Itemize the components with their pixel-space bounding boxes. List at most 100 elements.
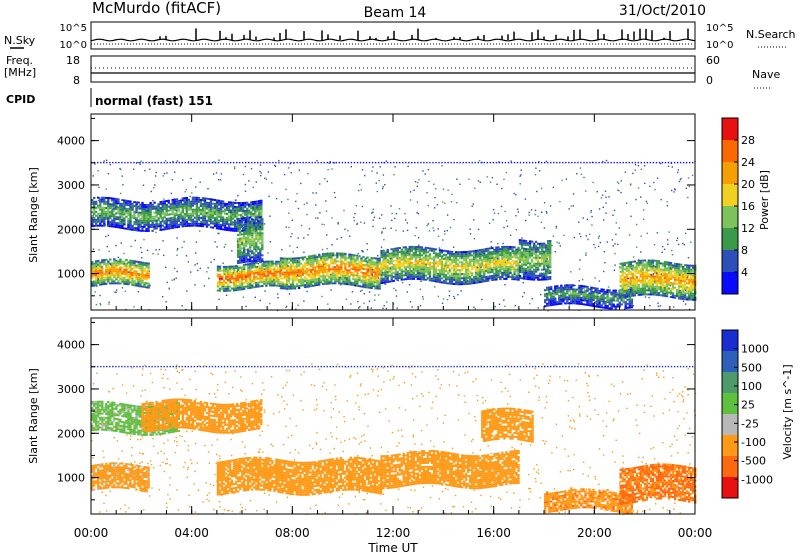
echo-cell [503, 257, 506, 260]
echo-cell [631, 290, 634, 293]
echo-cell [602, 306, 605, 309]
echo-cell [524, 273, 528, 276]
echo-cell [499, 276, 502, 279]
echo-cell [688, 268, 691, 271]
echo-cell [530, 264, 534, 267]
echo-cell [384, 279, 387, 282]
echo-cell [633, 286, 636, 289]
echo-cell [167, 219, 170, 222]
echo-cell [456, 255, 460, 258]
echo-cell [163, 226, 166, 229]
echo-cell [485, 280, 488, 282]
echo-cell [187, 216, 190, 219]
echo-cell [246, 209, 249, 212]
echo-cell [143, 219, 146, 222]
echo-cell [685, 298, 689, 301]
echo-cell [410, 261, 413, 264]
echo-cell [145, 266, 148, 269]
echo-cell [673, 282, 677, 285]
echo-cell [133, 217, 136, 220]
echo-cell [115, 204, 118, 207]
beam-title: Beam 14 [364, 5, 427, 21]
echo-cell [226, 271, 230, 274]
echo-cell [99, 224, 102, 227]
echo-cell [245, 271, 248, 274]
echo-cell [177, 201, 180, 204]
echo-cell [159, 220, 162, 223]
echo-cell [320, 281, 323, 284]
echo-cell [384, 277, 387, 280]
echo-cell [326, 254, 329, 257]
echo-cell [499, 264, 502, 267]
echo-cell [524, 253, 528, 256]
echo-cell [396, 261, 399, 264]
echo-cell [93, 210, 96, 213]
echo-cell [261, 234, 264, 237]
echo-cell [238, 202, 241, 204]
echo-cell [608, 301, 611, 304]
echo-cell [665, 287, 669, 290]
echo-cell [342, 278, 345, 281]
echo-cell [281, 277, 285, 280]
echo-cell [566, 298, 569, 301]
echo-cell [550, 288, 553, 291]
echo-cell [628, 296, 631, 299]
echo-cell [627, 293, 630, 296]
echo-cell [255, 275, 258, 278]
echo-cell [354, 284, 357, 287]
echo-cell [637, 277, 640, 280]
echo-cell [123, 219, 126, 222]
echo-cell [545, 256, 548, 259]
echo-cell [679, 265, 683, 268]
echo-cell [249, 226, 252, 229]
echo-cell [677, 291, 681, 294]
echo-cell [592, 287, 595, 289]
echo-cell [554, 285, 557, 288]
echo-cell [165, 220, 168, 222]
echo-cell [201, 215, 205, 218]
echo-cell [497, 248, 500, 251]
echo-cell [458, 279, 462, 282]
echo-cell [253, 240, 256, 243]
echo-cell [129, 271, 132, 274]
echo-cell [141, 229, 144, 232]
speckle-point [594, 246, 596, 249]
echo-cell [469, 252, 472, 255]
echo-cell [657, 262, 661, 265]
echo-cell [454, 269, 458, 272]
echo-cell [681, 291, 685, 294]
echo-cell [348, 275, 351, 278]
echo-cell [507, 245, 510, 248]
echo-cell [227, 211, 231, 214]
echo-cell [639, 273, 642, 276]
echo-cell [249, 222, 252, 225]
echo-cell [624, 301, 627, 304]
echo-cell [131, 261, 134, 264]
echo-cell [173, 206, 176, 209]
echo-cell [526, 268, 530, 271]
echo-cell [495, 258, 498, 261]
echo-cell [163, 204, 166, 207]
echo-cell [119, 204, 122, 207]
echo-cell [671, 270, 675, 273]
echo-cell [532, 274, 536, 277]
echo-cell [661, 274, 665, 277]
echo-cell [436, 276, 440, 279]
echo-cell [446, 276, 450, 279]
echo-cell [623, 282, 626, 285]
echo-cell [157, 211, 160, 214]
echo-cell [301, 268, 305, 271]
echo-cell [507, 255, 510, 258]
echo-cell [105, 264, 108, 267]
echo-cell [255, 258, 258, 261]
echo-cell [125, 209, 128, 212]
echo-cell [438, 269, 442, 272]
echo-cell [473, 258, 476, 261]
echo-cell [517, 270, 520, 273]
echo-cell [501, 268, 504, 270]
echo-cell [526, 242, 530, 245]
echo-cell [528, 246, 532, 249]
echo-cell [211, 198, 215, 201]
echo-cell [663, 265, 667, 267]
echo-cell [475, 277, 478, 280]
